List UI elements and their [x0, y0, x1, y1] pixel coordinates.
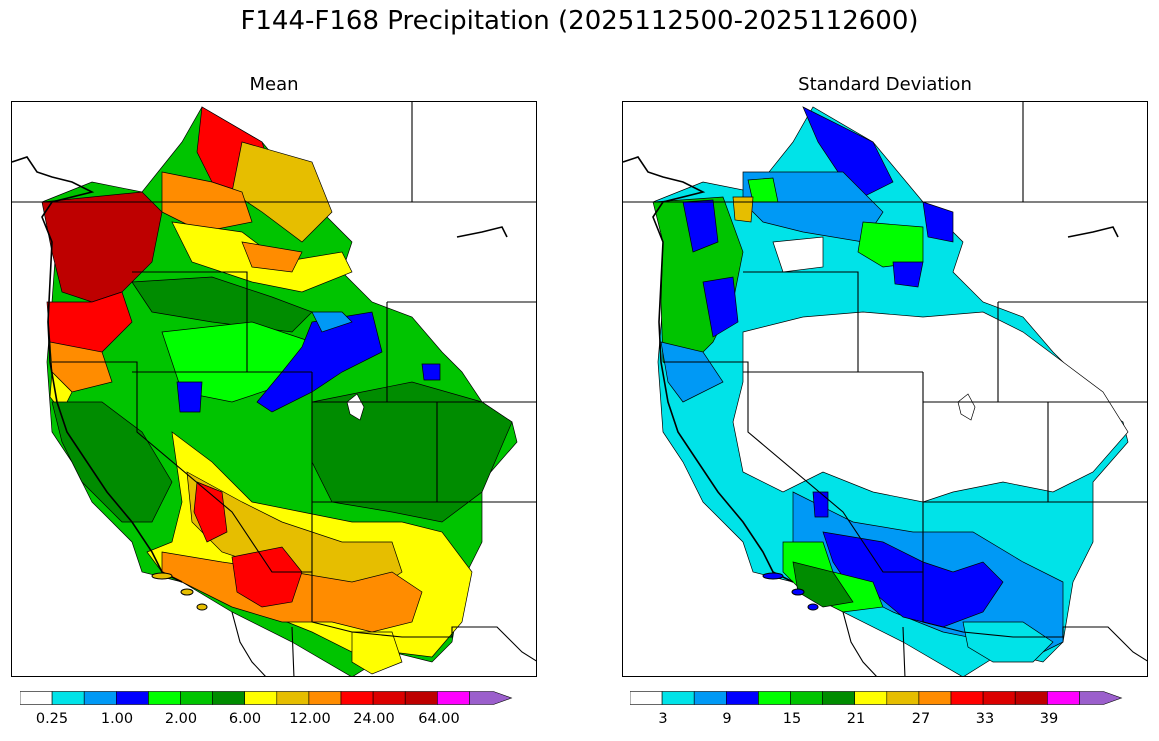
- mean-swatch-14: [469, 691, 513, 705]
- mean-tick-2: 2.00: [164, 711, 198, 727]
- mean-colorbar: [19, 690, 530, 705]
- mean-swatch-0: [19, 691, 53, 705]
- mean-blue-small: [176, 381, 203, 413]
- std-blue-mid: [892, 261, 924, 288]
- std-tick-0: 3: [658, 711, 668, 727]
- std-swatch-5: [790, 691, 823, 705]
- mean-swatch-3: [116, 691, 149, 705]
- std-coast-orange: [732, 196, 754, 223]
- std-tick-5: 33: [975, 711, 995, 727]
- mean-tick-3: 6.00: [228, 711, 262, 727]
- mean-east-darkgreen: [311, 381, 513, 523]
- std-coast-blue: [682, 199, 719, 253]
- mean-orange-mid: [241, 241, 303, 273]
- std-swatch-13: [1046, 691, 1080, 705]
- std-swatch-6: [822, 691, 856, 705]
- std-blue-east: [922, 201, 954, 243]
- std-colorbar: [629, 690, 1140, 705]
- mean-great-salt-lake: [346, 393, 365, 421]
- std-tick-4: 27: [911, 711, 931, 727]
- std-swatch-8: [886, 691, 920, 705]
- mean-blue-band: [256, 311, 383, 413]
- mean-swatch-12: [404, 691, 438, 705]
- mean-tick-6: 64.00: [418, 711, 460, 727]
- mean-red-valley: [193, 481, 228, 543]
- mean-swatch-10: [340, 691, 374, 705]
- mean-map-panel: [11, 101, 537, 677]
- mean-tick-0: 0.25: [35, 711, 69, 727]
- mean-tick-1: 1.00: [100, 711, 134, 727]
- std-map-panel: [622, 101, 1148, 677]
- std-blue-spot: [812, 491, 829, 518]
- std-tick-6: 39: [1039, 711, 1059, 727]
- mean-darkgreen-mid: [131, 276, 313, 333]
- std-south-cyan: [962, 621, 1054, 663]
- std-tick-2: 15: [782, 711, 802, 727]
- mean-west-darkgreen: [51, 401, 173, 523]
- std-great-salt-lake: [957, 393, 976, 421]
- std-map: [623, 102, 1147, 676]
- mean-swatch-7: [244, 691, 278, 705]
- std-subtitle: Standard Deviation: [798, 74, 972, 95]
- mean-swatch-6: [212, 691, 246, 705]
- mean-map: [12, 102, 536, 676]
- std-swatch-10: [950, 691, 984, 705]
- std-swatch-3: [726, 691, 759, 705]
- mean-swatch-9: [308, 691, 342, 705]
- mean-tick-4: 12.00: [289, 711, 331, 727]
- std-swatch-0: [629, 691, 663, 705]
- mean-swatch-2: [83, 691, 117, 705]
- std-swatch-2: [693, 691, 727, 705]
- mean-coastline: [12, 156, 183, 583]
- std-swatch-1: [661, 691, 695, 705]
- std-swatch-9: [918, 691, 952, 705]
- std-coast-lightblue: [660, 341, 724, 403]
- std-coastline: [623, 156, 794, 583]
- mean-swatch-1: [51, 691, 85, 705]
- std-swatch-4: [758, 691, 791, 705]
- std-swatch-14: [1079, 691, 1123, 705]
- std-tick-3: 21: [846, 711, 866, 727]
- mean-lightblue: [311, 311, 353, 333]
- std-white-interior: [732, 311, 1129, 503]
- mean-blue-east: [421, 363, 441, 381]
- mean-swatch-4: [148, 691, 181, 705]
- mean-colorbar-swatches: [19, 691, 513, 705]
- mean-tick-5: 24.00: [353, 711, 395, 727]
- std-white-north: [772, 236, 824, 273]
- figure-title: F144-F168 Precipitation (2025112500-2025…: [240, 6, 919, 36]
- std-colorbar-swatches: [629, 691, 1123, 705]
- std-swatch-7: [854, 691, 888, 705]
- mean-swatch-11: [372, 691, 406, 705]
- std-swatch-12: [1014, 691, 1048, 705]
- mean-swatch-5: [180, 691, 213, 705]
- std-south-darkgreen: [792, 561, 854, 608]
- mean-subtitle: Mean: [249, 74, 299, 95]
- std-coast-blue2: [702, 276, 739, 338]
- std-swatch-11: [982, 691, 1016, 705]
- mean-swatch-8: [276, 691, 310, 705]
- std-tick-1: 9: [722, 711, 732, 727]
- mean-swatch-13: [436, 691, 470, 705]
- mean-south-lower-yellow: [351, 631, 403, 675]
- mean-south-red: [231, 546, 303, 608]
